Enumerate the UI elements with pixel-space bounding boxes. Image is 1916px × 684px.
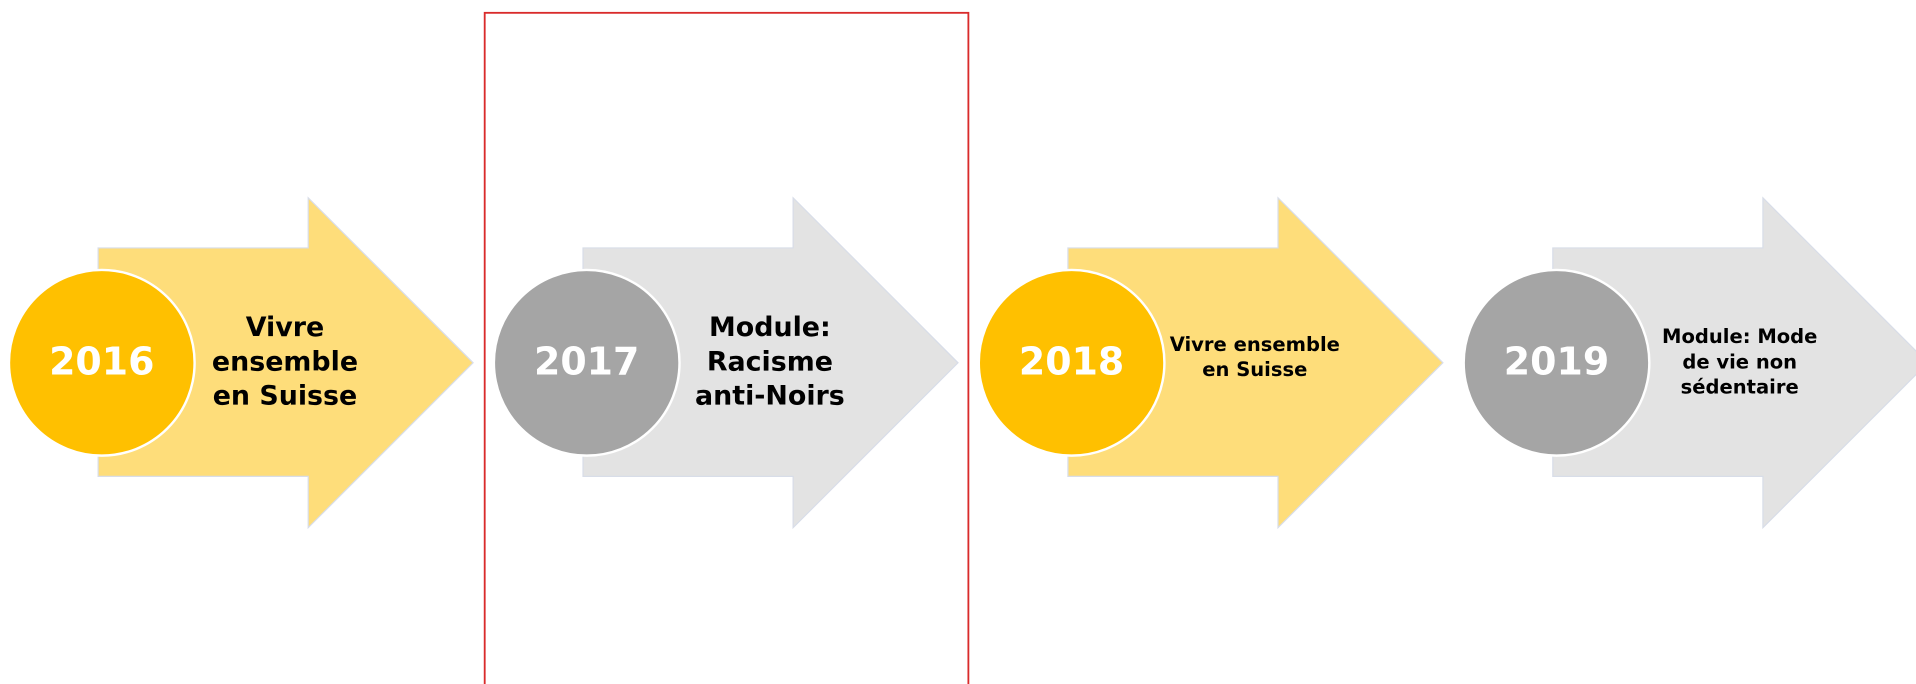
label-line: Racisme [707, 346, 833, 377]
year-circle [492, 268, 681, 457]
year-circle [7, 268, 196, 457]
label-line: Vivre ensemble [1170, 333, 1340, 356]
year: 2018 [1019, 339, 1124, 383]
label-line: anti-Noirs [695, 381, 845, 412]
arrow [1067, 196, 1444, 530]
label-line: Vivre [246, 312, 325, 343]
year: 2017 [534, 339, 639, 383]
label-line: Module: [709, 312, 831, 343]
label-line: de vie non [1682, 350, 1797, 373]
label-line: en Suisse [213, 381, 358, 412]
year: 2016 [49, 339, 154, 383]
arrow [1552, 196, 1916, 530]
arrow [97, 196, 474, 530]
selection-box [483, 11, 970, 684]
year-circle [1462, 268, 1651, 457]
label-line: Module: Mode [1662, 325, 1817, 348]
label-line: en Suisse [1202, 358, 1307, 381]
label-line: ensemble [212, 346, 358, 377]
arrow [582, 196, 959, 530]
year-circle [977, 268, 1166, 457]
year: 2019 [1504, 339, 1609, 383]
label-line: sédentaire [1681, 375, 1799, 398]
